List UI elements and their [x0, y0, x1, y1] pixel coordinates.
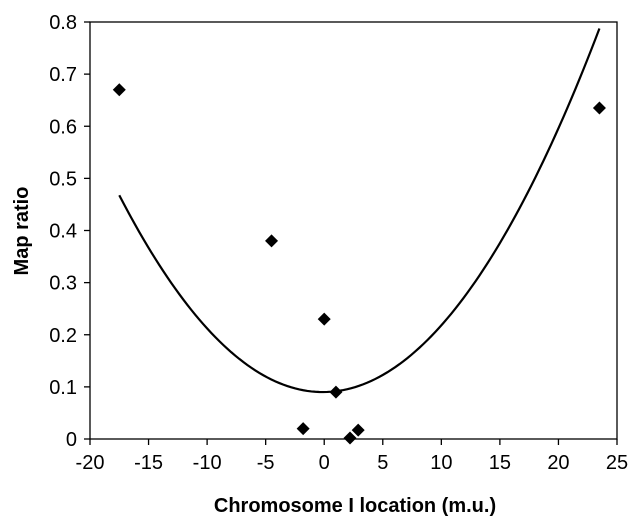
x-tick-label: -15 [134, 452, 163, 474]
data-point [329, 385, 343, 399]
trendline-group [118, 28, 601, 394]
trendline [118, 28, 601, 394]
plot-border [89, 21, 618, 440]
x-tick-label: -5 [257, 452, 275, 474]
y-axis: 0 0.1 0.2 0.3 0.4 0.5 0.6 0.7 0.8 [49, 12, 90, 451]
x-axis: -20 -15 -10 -5 0 5 10 15 20 25 [76, 439, 628, 474]
data-points [112, 83, 606, 445]
x-tick-label: 15 [489, 452, 511, 474]
data-point [343, 431, 357, 445]
x-tick-label: -10 [193, 452, 222, 474]
y-tick-label: 0.2 [49, 325, 77, 347]
x-tick-label: 0 [319, 452, 330, 474]
x-tick-label: 10 [430, 452, 452, 474]
data-point [265, 234, 279, 248]
x-tick-label: 25 [606, 452, 628, 474]
y-tick-label: 0.4 [49, 221, 77, 243]
y-tick-label: 0.6 [49, 116, 77, 138]
y-axis-title: Map ratio [11, 187, 33, 276]
data-point [296, 422, 310, 436]
y-tick-label: 0.3 [49, 273, 77, 295]
y-tick-label: 0.7 [49, 64, 77, 86]
data-point [112, 83, 126, 97]
x-axis-title: Chromosome I location (m.u.) [214, 495, 496, 517]
data-point [592, 101, 606, 115]
plot-area [89, 21, 618, 440]
y-tick-label: 0.5 [49, 168, 77, 190]
y-tick-label: 0.8 [49, 12, 77, 34]
x-tick-label: 5 [377, 452, 388, 474]
x-tick-label: -20 [76, 452, 105, 474]
data-point [317, 312, 331, 326]
y-tick-label: 0 [66, 429, 77, 451]
y-tick-label: 0.1 [49, 377, 77, 399]
x-tick-label: 20 [547, 452, 569, 474]
data-point [351, 423, 365, 437]
